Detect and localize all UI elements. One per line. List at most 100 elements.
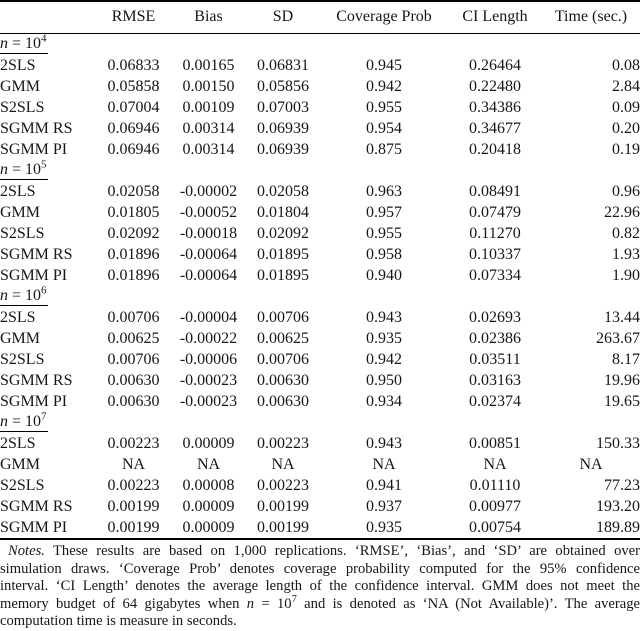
cell-ci: 0.02693 bbox=[469, 308, 521, 326]
cell-rmse: 0.00199 bbox=[107, 497, 160, 515]
cell-bias: 0.00109 bbox=[182, 98, 235, 116]
table-row: GMM NA NA NA NA NA NA bbox=[0, 454, 640, 475]
cell-rmse: 0.00706 bbox=[107, 350, 160, 368]
cell-ci: 0.22480 bbox=[469, 77, 521, 95]
section-header-row: n = 107 bbox=[0, 410, 640, 433]
cell-sd: 0.01895 bbox=[257, 245, 309, 263]
table-row: S2SLS 0.00706 -0.00006 0.00706 0.942 0.03511 8… bbox=[0, 349, 640, 370]
cell-rmse: 0.05858 bbox=[107, 77, 160, 95]
cell-bias: 0.00009 bbox=[182, 497, 235, 515]
cell-rmse: 0.00625 bbox=[107, 329, 160, 347]
cell-coverage: 0.875 bbox=[366, 140, 402, 158]
cell-sd: 0.00625 bbox=[257, 329, 309, 347]
row-label: S2SLS bbox=[0, 350, 45, 368]
cell-coverage: NA bbox=[372, 455, 396, 473]
col-header-ci-length: CI Length bbox=[448, 1, 542, 34]
cell-ci: 0.00851 bbox=[469, 434, 521, 452]
row-label: S2SLS bbox=[0, 224, 45, 242]
cell-bias: -0.00018 bbox=[179, 224, 238, 242]
cell-ci: 0.02374 bbox=[469, 392, 521, 410]
cell-sd: 0.02058 bbox=[257, 182, 309, 200]
cell-time: 0.96 bbox=[612, 182, 640, 200]
row-label: 2SLS bbox=[0, 308, 36, 326]
cell-time: 0.19 bbox=[612, 140, 640, 158]
cell-rmse: 0.01896 bbox=[107, 245, 160, 263]
cell-sd: 0.00199 bbox=[257, 497, 309, 515]
cell-time: 1.90 bbox=[612, 266, 640, 284]
cell-ci: 0.26464 bbox=[469, 56, 521, 74]
simulation-results-table: RMSE Bias SD Coverage Prob CI Length Tim… bbox=[0, 0, 640, 540]
cell-sd: 0.00630 bbox=[257, 392, 309, 410]
section-label: n = 105 bbox=[0, 158, 48, 180]
cell-ci: 0.01110 bbox=[469, 476, 521, 494]
exponent: 4 bbox=[41, 32, 47, 45]
cell-ci: 0.03163 bbox=[469, 371, 521, 389]
cell-bias: 0.00150 bbox=[182, 77, 235, 95]
cell-bias: 0.00165 bbox=[182, 56, 235, 74]
table-row: GMM 0.01805 -0.00052 0.01804 0.957 0.07479 22.… bbox=[0, 202, 640, 223]
exponent: 7 bbox=[291, 593, 297, 605]
col-header-coverage-prob: Coverage Prob bbox=[320, 1, 448, 34]
cell-ci: 0.34386 bbox=[469, 98, 521, 116]
cell-bias: -0.00064 bbox=[179, 245, 238, 263]
cell-rmse: 0.02058 bbox=[107, 182, 160, 200]
cell-sd: 0.00630 bbox=[257, 371, 309, 389]
row-label: SGMM PI bbox=[0, 266, 68, 284]
header-row: RMSE Bias SD Coverage Prob CI Length Tim… bbox=[0, 1, 640, 34]
cell-coverage: 0.950 bbox=[366, 371, 402, 389]
notes-line: Notes. These results are based on 1,000 … bbox=[8, 543, 640, 559]
cell-bias: -0.00064 bbox=[179, 266, 238, 284]
cell-time: 150.33 bbox=[596, 434, 640, 452]
cell-coverage: 0.941 bbox=[366, 476, 402, 494]
row-label: S2SLS bbox=[0, 476, 45, 494]
cell-coverage: 0.942 bbox=[366, 350, 402, 368]
cell-rmse: 0.07004 bbox=[107, 98, 160, 116]
cell-sd: 0.07003 bbox=[257, 98, 309, 116]
cell-sd: 0.00199 bbox=[257, 518, 309, 536]
cell-coverage: 0.940 bbox=[366, 266, 402, 284]
table-row: 2SLS 0.02058 -0.00002 0.02058 0.963 0.08491 0.… bbox=[0, 181, 640, 202]
cell-time: 0.82 bbox=[612, 224, 640, 242]
col-header-empty bbox=[0, 1, 96, 34]
cell-coverage: 0.935 bbox=[366, 518, 402, 536]
section-label: n = 106 bbox=[0, 284, 48, 306]
cell-rmse: 0.01805 bbox=[107, 203, 160, 221]
row-label: GMM bbox=[0, 455, 41, 473]
cell-ci: 0.08491 bbox=[469, 182, 521, 200]
cell-bias: -0.00023 bbox=[179, 392, 238, 410]
cell-bias: -0.00022 bbox=[179, 329, 238, 347]
cell-coverage: 0.955 bbox=[366, 224, 402, 242]
cell-coverage: 0.935 bbox=[366, 329, 402, 347]
row-label: SGMM PI bbox=[0, 392, 68, 410]
cell-coverage: 0.963 bbox=[366, 182, 402, 200]
cell-bias: -0.00004 bbox=[179, 308, 238, 326]
cell-sd: NA bbox=[271, 455, 295, 473]
cell-bias: 0.00008 bbox=[182, 476, 235, 494]
cell-rmse: 0.00706 bbox=[107, 308, 160, 326]
cell-time: 189.89 bbox=[596, 518, 640, 536]
notes-line: interval. ‘CI Length’ denotes the averag… bbox=[0, 578, 640, 595]
section-label: n = 104 bbox=[0, 32, 48, 54]
section-label: n = 107 bbox=[0, 410, 48, 432]
cell-rmse: 0.06833 bbox=[107, 56, 160, 74]
table-row: SGMM PI 0.00630 -0.00023 0.00630 0.934 0.0237… bbox=[0, 391, 640, 412]
cell-rmse: 0.00630 bbox=[107, 392, 160, 410]
cell-coverage: 0.955 bbox=[366, 98, 402, 116]
cell-sd: 0.06831 bbox=[257, 56, 309, 74]
cell-ci: 0.00754 bbox=[469, 518, 521, 536]
cell-time: 77.23 bbox=[604, 476, 640, 494]
row-label: S2SLS bbox=[0, 98, 45, 116]
table-row: 2SLS 0.06833 0.00165 0.06831 0.945 0.26464 0.0… bbox=[0, 55, 640, 76]
cell-coverage: 0.934 bbox=[366, 392, 402, 410]
cell-time: 8.17 bbox=[612, 350, 640, 368]
cell-bias: 0.00009 bbox=[182, 518, 235, 536]
exponent: 7 bbox=[41, 410, 47, 423]
cell-sd: 0.05856 bbox=[257, 77, 309, 95]
row-label: GMM bbox=[0, 329, 41, 347]
math-n: n bbox=[246, 595, 255, 612]
cell-coverage: 0.954 bbox=[366, 119, 402, 137]
notes-label: Notes. bbox=[8, 543, 45, 559]
table-row: SGMM RS 0.00199 0.00009 0.00199 0.937 0.00977… bbox=[0, 496, 640, 517]
cell-ci: 0.11270 bbox=[469, 224, 521, 242]
cell-sd: 0.06939 bbox=[257, 119, 309, 137]
